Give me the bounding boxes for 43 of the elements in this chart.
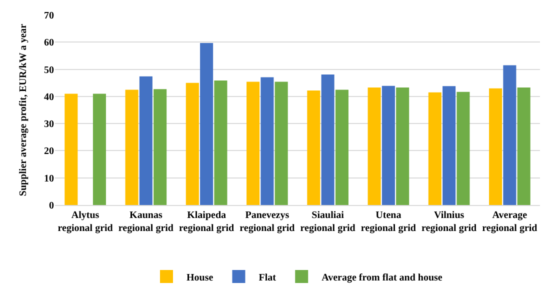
bar [186, 82, 199, 205]
bar [64, 94, 78, 205]
bar [428, 92, 442, 205]
bar [246, 82, 260, 205]
y-tick-label: 50 [44, 64, 54, 76]
bar [154, 89, 167, 205]
bar [382, 86, 395, 205]
x-tick-label: Alytus regional grid [58, 210, 114, 234]
x-tick-label: Kaunas regional grid [118, 210, 174, 234]
y-axis-title: Supplier average profit, EUR/kW a year [18, 23, 29, 196]
bar [368, 88, 381, 205]
legend-label: House [186, 272, 214, 284]
y-tick-label: 0 [49, 200, 54, 212]
y-tick-label: 70 [44, 10, 54, 22]
bar [442, 86, 456, 205]
bar [274, 82, 288, 205]
bar [456, 92, 470, 205]
x-tick-label: Vilnius regional grid [422, 210, 478, 234]
bar [92, 94, 106, 205]
y-tick-label: 40 [44, 92, 54, 103]
legend-label: Flat [258, 272, 277, 284]
bar [503, 65, 516, 205]
x-tick-label: Klaipeda regional grid [179, 210, 235, 234]
bar [396, 88, 410, 205]
bar [125, 90, 138, 205]
bar [260, 77, 274, 205]
bar [517, 88, 530, 205]
y-tick-label: 10 [44, 173, 54, 184]
x-tick-label: Panevezys regional grid [240, 210, 296, 234]
bar [489, 88, 502, 205]
bar [307, 90, 320, 205]
y-tick-label: 60 [44, 38, 54, 49]
y-tick-label: 30 [44, 119, 54, 130]
x-tick-label: Average regional grid [482, 210, 538, 234]
legend-label: Average from flat and house [322, 272, 443, 284]
bar [214, 80, 228, 205]
x-tick-label: Siauliai regional grid [300, 210, 356, 234]
bar [335, 90, 348, 205]
y-tick-label: 20 [44, 146, 54, 158]
bar [200, 43, 214, 205]
x-tick-label: Utena regional grid [360, 210, 416, 234]
bar [321, 74, 334, 205]
bar [139, 76, 152, 205]
